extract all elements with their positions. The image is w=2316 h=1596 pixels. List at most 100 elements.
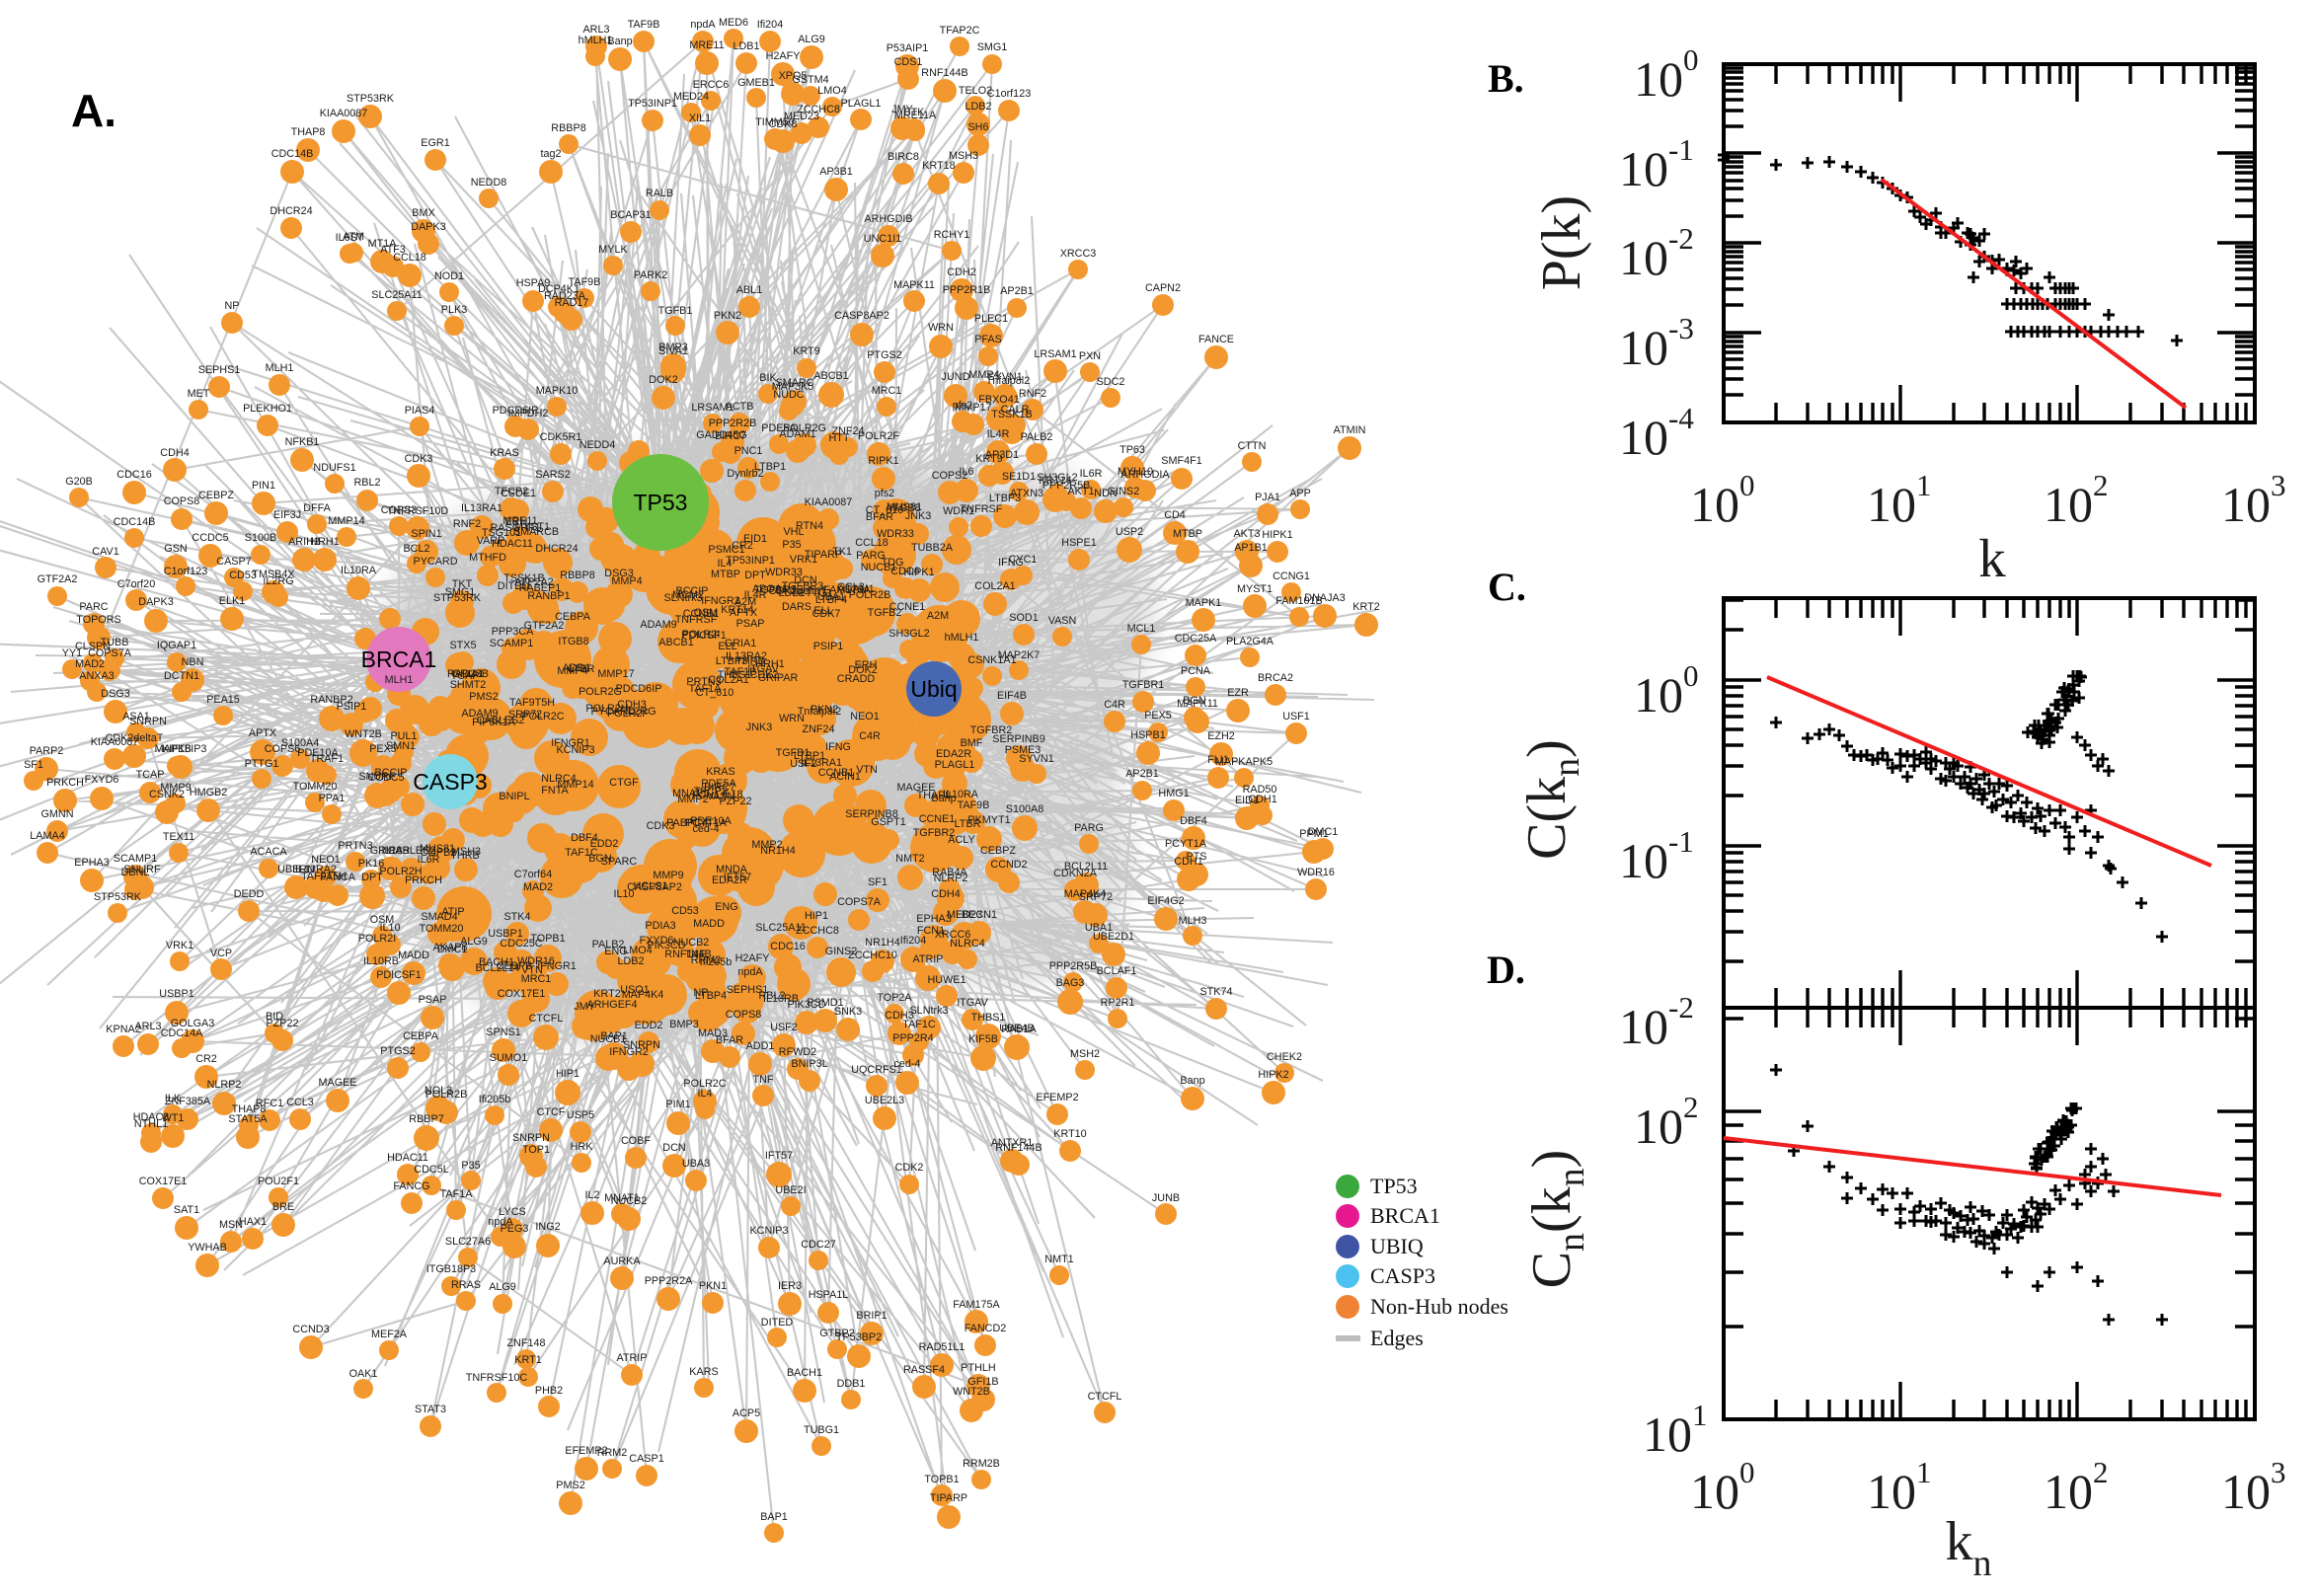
svg-text:CCDC5: CCDC5: [367, 772, 404, 784]
svg-text:PLA2G4A: PLA2G4A: [1226, 636, 1274, 647]
svg-text:ITGB8: ITGB8: [889, 502, 920, 514]
svg-text:ILK: ILK: [165, 1093, 182, 1104]
svg-text:CDH3: CDH3: [885, 1010, 913, 1022]
svg-text:ATMIN: ATMIN: [1334, 424, 1366, 436]
svg-text:BCL2: BCL2: [403, 543, 429, 555]
svg-text:VCP: VCP: [210, 948, 232, 959]
svg-text:MMP2: MMP2: [751, 839, 782, 851]
svg-text:PPP2R2B: PPP2R2B: [709, 418, 757, 429]
svg-text:TEX11: TEX11: [163, 831, 194, 843]
svg-text:KRT2: KRT2: [593, 988, 620, 1000]
svg-text:NP: NP: [694, 987, 709, 999]
svg-text:COPB2: COPB2: [421, 847, 457, 859]
svg-text:MAGEE: MAGEE: [897, 782, 936, 794]
svg-text:PSME3: PSME3: [1005, 744, 1042, 756]
svg-text:GOLGA3: GOLGA3: [171, 1018, 214, 1029]
svg-text:BMP3: BMP3: [669, 1019, 698, 1030]
svg-text:FAM175A: FAM175A: [953, 1299, 1000, 1311]
svg-text:Ifi205b: Ifi205b: [700, 956, 732, 968]
svg-text:MT1A: MT1A: [368, 238, 398, 250]
svg-text:HIP1: HIP1: [805, 910, 828, 922]
svg-text:LTBR: LTBR: [955, 818, 981, 830]
svg-text:SE1D1: SE1D1: [1002, 471, 1036, 483]
svg-text:IL10: IL10: [613, 888, 634, 900]
svg-text:RBBP8: RBBP8: [560, 570, 594, 581]
svg-text:IL13RA1: IL13RA1: [801, 757, 842, 769]
svg-text:FBXO41: FBXO41: [978, 394, 1019, 406]
svg-text:npdA: npdA: [737, 966, 763, 978]
svg-text:MMP2: MMP2: [677, 794, 708, 805]
svg-text:MAPK8IP3: MAPK8IP3: [155, 743, 207, 755]
svg-text:UBA1: UBA1: [1085, 922, 1113, 934]
svg-text:IFNG: IFNG: [998, 557, 1024, 569]
svg-text:TRAF1: TRAF1: [310, 753, 344, 765]
svg-text:KRT14: KRT14: [721, 604, 753, 616]
svg-text:VASN: VASN: [707, 791, 735, 802]
svg-text:DPT: DPT: [361, 872, 383, 883]
svg-text:EDA2R: EDA2R: [936, 748, 971, 760]
svg-text:PKN2: PKN2: [811, 704, 838, 716]
svg-text:BMX: BMX: [412, 207, 434, 219]
svg-text:TNF: TNF: [685, 949, 706, 960]
svg-text:P(k): P(k): [1531, 195, 1592, 290]
svg-text:PEX5: PEX5: [1144, 710, 1172, 722]
svg-text:DHCR24: DHCR24: [270, 205, 312, 217]
svg-text:HRK: HRK: [571, 1141, 594, 1153]
svg-text:C7orf20: C7orf20: [117, 578, 155, 590]
svg-text:BAG3: BAG3: [1056, 977, 1085, 989]
svg-text:NEDD4: NEDD4: [579, 439, 616, 451]
svg-text:LDB1: LDB1: [733, 40, 759, 52]
svg-text:RBBP8: RBBP8: [551, 122, 585, 134]
svg-text:EGR1: EGR1: [421, 137, 449, 149]
svg-text:PNC1: PNC1: [734, 445, 763, 457]
svg-text:PPP2R5B: PPP2R5B: [1042, 480, 1091, 492]
svg-text:BAP1: BAP1: [760, 1511, 788, 1523]
svg-text:RFC1: RFC1: [256, 1098, 283, 1109]
svg-text:GRIA1: GRIA1: [725, 638, 756, 649]
svg-text:HIPK1: HIPK1: [1262, 529, 1292, 541]
svg-text:Edges: Edges: [1370, 1326, 1424, 1350]
svg-text:LAMA4: LAMA4: [30, 830, 64, 842]
svg-text:RRAS: RRAS: [451, 1279, 481, 1291]
svg-text:JNK3: JNK3: [905, 510, 931, 522]
svg-text:DSG3: DSG3: [604, 568, 633, 579]
svg-text:KRAS: KRAS: [706, 766, 734, 778]
svg-text:SF1: SF1: [24, 759, 43, 771]
svg-text:JMY: JMY: [891, 104, 913, 115]
svg-text:HTT: HTT: [829, 432, 850, 444]
svg-text:PEX5: PEX5: [369, 743, 397, 755]
svg-text:XIL1: XIL1: [689, 113, 711, 124]
svg-text:MTHFD: MTHFD: [469, 552, 506, 564]
svg-text:Banp: Banp: [607, 36, 632, 47]
svg-text:Banp: Banp: [931, 793, 956, 804]
svg-text:FNTA: FNTA: [541, 785, 569, 797]
svg-text:SH6: SH6: [967, 121, 988, 133]
svg-text:CT_610: CT_610: [866, 504, 903, 516]
svg-text:PLEKHO1: PLEKHO1: [243, 403, 292, 415]
svg-text:D.: D.: [1487, 948, 1525, 992]
svg-text:IL13RA2: IL13RA2: [726, 650, 767, 662]
svg-text:ING2: ING2: [535, 1221, 560, 1233]
svg-text:RAD51L1: RAD51L1: [919, 1341, 965, 1353]
svg-text:TNFRSF10C: TNFRSF10C: [466, 1372, 528, 1384]
svg-text:CALR: CALR: [1001, 404, 1030, 416]
svg-text:EPHA3: EPHA3: [916, 913, 951, 925]
svg-text:CTGF: CTGF: [609, 777, 639, 789]
svg-text:ZCCHC8: ZCCHC8: [797, 104, 840, 115]
svg-text:GFI1B: GFI1B: [967, 1376, 998, 1388]
svg-text:IL6ST: IL6ST: [336, 232, 364, 244]
svg-text:SDC2: SDC2: [1097, 376, 1125, 388]
svg-text:BCL2L11: BCL2L11: [1064, 861, 1108, 873]
svg-text:AKT3: AKT3: [1233, 528, 1260, 540]
svg-text:LDB1: LDB1: [778, 587, 805, 599]
svg-text:ELL: ELL: [813, 605, 832, 617]
svg-text:SMARC: SMARC: [776, 377, 814, 389]
svg-text:Tnfaip8l2: Tnfaip8l2: [798, 706, 841, 718]
svg-text:IL4: IL4: [697, 1088, 712, 1100]
svg-text:BFAR: BFAR: [866, 511, 893, 523]
svg-text:NUCB2: NUCB2: [611, 1195, 648, 1207]
svg-text:RAB1A: RAB1A: [1001, 1024, 1037, 1035]
svg-text:PPP2R2A: PPP2R2A: [645, 1275, 693, 1287]
svg-text:GRIPAR: GRIPAR: [370, 845, 411, 857]
svg-text:PDCD6IP: PDCD6IP: [616, 683, 662, 695]
